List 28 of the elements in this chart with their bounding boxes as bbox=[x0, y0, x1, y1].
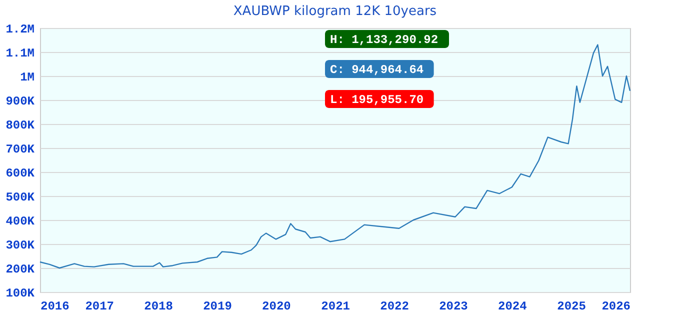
x-tick-label: 2021 bbox=[321, 300, 350, 314]
x-tick-label: 2020 bbox=[262, 300, 291, 314]
y-tick-label: 500K bbox=[6, 190, 36, 204]
x-tick-label: 2018 bbox=[144, 300, 173, 314]
x-tick-label: 2022 bbox=[380, 300, 409, 314]
y-tick-label: 400K bbox=[6, 214, 36, 228]
y-tick-label: 200K bbox=[6, 262, 36, 276]
y-tick-label: 600K bbox=[6, 166, 36, 180]
y-tick-label: 1.2M bbox=[6, 22, 34, 36]
x-tick-label: 2025 bbox=[557, 300, 586, 314]
y-tick-label: 800K bbox=[6, 118, 36, 132]
y-tick-label: 900K bbox=[6, 94, 36, 108]
y-tick-label: 100K bbox=[6, 286, 36, 300]
x-tick-label: 2024 bbox=[498, 300, 527, 314]
chart-title: XAUBWP kilogram 12K 10years bbox=[233, 4, 437, 19]
x-tick-label: 2016 bbox=[40, 300, 70, 314]
x-tick-label: 2023 bbox=[439, 300, 468, 314]
line-series bbox=[39, 44, 631, 269]
annotation: H: 1,133,290.92 bbox=[330, 33, 438, 47]
y-tick-label: 1.1M bbox=[6, 46, 34, 60]
annotation: L: 195,955.70 bbox=[330, 93, 424, 107]
x-tick-label: 2019 bbox=[203, 300, 232, 314]
y-tick-label: 300K bbox=[6, 238, 36, 252]
y-tick-label: 700K bbox=[6, 142, 36, 156]
x-tick-label: 2017 bbox=[85, 300, 114, 314]
y-tick-label: 1M bbox=[20, 70, 34, 84]
annotation: C: 944,964.64 bbox=[330, 63, 424, 77]
x-tick-label: 2026 bbox=[602, 300, 630, 314]
